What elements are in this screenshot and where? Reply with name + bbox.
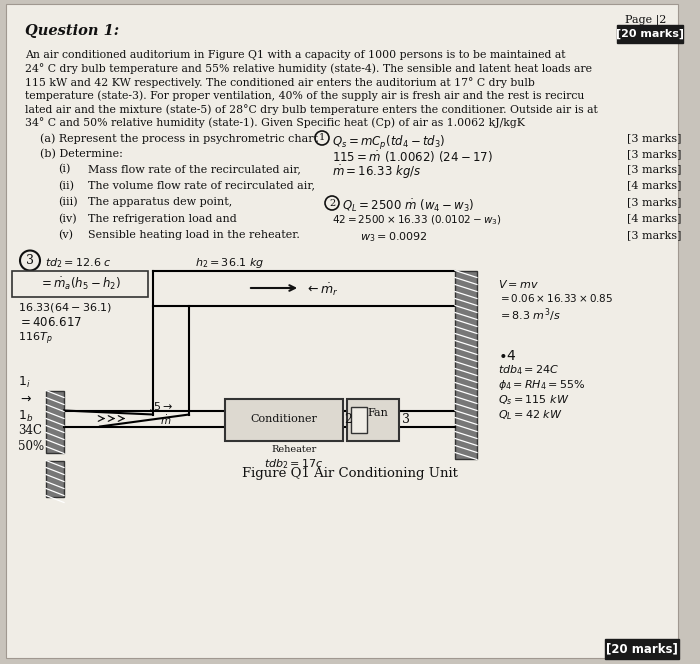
Text: 34° C and 50% relative humidity (state-1). Given Specific heat (Cp) of air as 1.: 34° C and 50% relative humidity (state-1… xyxy=(25,118,525,128)
Text: $h_2 = 36.1\ kg$: $h_2 = 36.1\ kg$ xyxy=(195,256,265,270)
Text: $= \dot{m}_a(h_5-h_2)$: $= \dot{m}_a(h_5-h_2)$ xyxy=(39,275,121,291)
Text: $116T_p$: $116T_p$ xyxy=(18,331,52,347)
Text: $tdb_4 = 24C$: $tdb_4 = 24C$ xyxy=(498,363,559,377)
Text: $\rightarrow$: $\rightarrow$ xyxy=(18,392,32,404)
Text: 2: 2 xyxy=(329,199,335,207)
Text: 50%: 50% xyxy=(18,440,44,454)
Text: The refrigeration load and: The refrigeration load and xyxy=(88,214,237,224)
Text: 115 kW and 42 KW respectively. The conditioned air enters the auditorium at 17° : 115 kW and 42 KW respectively. The condi… xyxy=(25,77,535,88)
Text: [20 marks]: [20 marks] xyxy=(606,643,678,655)
Text: Question 1:: Question 1: xyxy=(25,24,119,38)
Bar xyxy=(455,270,477,459)
Text: $42 = 2500 \times 16.33\ (0.0102 - w_3)$: $42 = 2500 \times 16.33\ (0.0102 - w_3)$ xyxy=(332,214,502,227)
FancyBboxPatch shape xyxy=(605,639,679,659)
Text: [3 marks]: [3 marks] xyxy=(627,230,682,240)
Text: [4 marks]: [4 marks] xyxy=(627,181,682,191)
Text: Mass flow rate of the recirculated air,: Mass flow rate of the recirculated air, xyxy=(88,164,301,174)
Text: [3 marks]: [3 marks] xyxy=(627,149,682,159)
Text: An air conditioned auditorium in Figure Q1 with a capacity of 1000 persons is to: An air conditioned auditorium in Figure … xyxy=(25,50,566,60)
Text: $.5 \rightarrow$: $.5 \rightarrow$ xyxy=(148,400,174,412)
Text: [3 marks]: [3 marks] xyxy=(627,133,682,143)
Text: (v): (v) xyxy=(58,230,73,240)
Text: $16.33(64 - 36.1)$: $16.33(64 - 36.1)$ xyxy=(18,301,112,313)
FancyBboxPatch shape xyxy=(617,25,683,43)
Text: 24° C dry bulb temperature and 55% relative humidity (state-4). The sensible and: 24° C dry bulb temperature and 55% relat… xyxy=(25,64,592,74)
Text: [4 marks]: [4 marks] xyxy=(627,214,682,224)
Text: $Q_s = 115\ kW$: $Q_s = 115\ kW$ xyxy=(498,394,569,407)
Text: [3 marks]: [3 marks] xyxy=(627,197,682,207)
Text: temperature (state-3). For proper ventilation, 40% of the supply air is fresh ai: temperature (state-3). For proper ventil… xyxy=(25,90,584,101)
Text: 3: 3 xyxy=(402,413,410,426)
Text: The apparatus dew point,: The apparatus dew point, xyxy=(88,197,232,207)
Text: $w_3 = 0.0092$: $w_3 = 0.0092$ xyxy=(360,230,428,244)
Bar xyxy=(225,398,343,440)
Text: $\dot{m}$: $\dot{m}$ xyxy=(160,414,172,427)
Text: $1_b$: $1_b$ xyxy=(18,408,33,424)
Text: lated air and the mixture (state-5) of 28°C dry bulb temperature enters the cond: lated air and the mixture (state-5) of 2… xyxy=(25,104,598,115)
FancyBboxPatch shape xyxy=(12,270,148,297)
Text: The volume flow rate of recirculated air,: The volume flow rate of recirculated air… xyxy=(88,181,315,191)
Text: $Q_L = 42\ kW$: $Q_L = 42\ kW$ xyxy=(498,408,563,422)
Text: Figure Q1 Air Conditioning Unit: Figure Q1 Air Conditioning Unit xyxy=(242,467,458,481)
Text: $115 = \dot{m}\ (1.0062)\ (24-17)$: $115 = \dot{m}\ (1.0062)\ (24-17)$ xyxy=(332,150,493,165)
Text: (iv): (iv) xyxy=(58,214,76,224)
Bar xyxy=(351,406,367,432)
Text: $= 406.617$: $= 406.617$ xyxy=(18,315,82,329)
Bar xyxy=(347,398,399,440)
Text: $tdb_2 = 17c$: $tdb_2 = 17c$ xyxy=(264,457,324,471)
Text: Fan: Fan xyxy=(368,408,388,418)
Bar xyxy=(46,390,64,452)
Bar xyxy=(46,461,64,497)
Text: 1: 1 xyxy=(319,133,325,143)
Text: [20 marks]: [20 marks] xyxy=(616,29,684,39)
Text: $= 0.06 \times 16.33 \times 0.85$: $= 0.06 \times 16.33 \times 0.85$ xyxy=(498,293,613,305)
Text: $\bullet 4$: $\bullet 4$ xyxy=(498,349,517,363)
Text: (ii): (ii) xyxy=(58,181,74,191)
Text: Conditioner: Conditioner xyxy=(251,414,317,424)
Text: Reheater: Reheater xyxy=(272,446,316,454)
Text: (b) Determine:: (b) Determine: xyxy=(40,149,123,159)
Text: $\leftarrow \dot{m}_r$: $\leftarrow \dot{m}_r$ xyxy=(305,281,339,297)
Text: $Q_L = 2500\ \dot{m}\ (w_4-w_3)$: $Q_L = 2500\ \dot{m}\ (w_4-w_3)$ xyxy=(342,197,475,214)
Text: $= 8.3\ m^3/s$: $= 8.3\ m^3/s$ xyxy=(498,307,561,324)
Text: (i): (i) xyxy=(58,164,71,175)
Text: $td_2 = 12.6\ c$: $td_2 = 12.6\ c$ xyxy=(45,256,112,270)
Text: (a) Represent the process in psychrometric chart: (a) Represent the process in psychrometr… xyxy=(40,133,318,143)
Text: $V = mv$: $V = mv$ xyxy=(498,278,539,291)
Text: (iii): (iii) xyxy=(58,197,78,207)
Text: [3 marks]: [3 marks] xyxy=(627,164,682,174)
Text: 34C: 34C xyxy=(18,424,42,438)
Text: Sensible heating load in the reheater.: Sensible heating load in the reheater. xyxy=(88,230,300,240)
Text: 3: 3 xyxy=(26,254,34,267)
Text: $\dot{m} = 16.33\ kg/s$: $\dot{m} = 16.33\ kg/s$ xyxy=(332,164,421,181)
Text: Page |2: Page |2 xyxy=(625,14,666,25)
Text: $\phi_4 = RH_4 = 55\%$: $\phi_4 = RH_4 = 55\%$ xyxy=(498,378,585,392)
Text: $Q_s = mC_p(td_4-td_3)$: $Q_s = mC_p(td_4-td_3)$ xyxy=(332,134,445,152)
Text: $1_i$: $1_i$ xyxy=(18,374,31,390)
Text: 2: 2 xyxy=(344,413,352,426)
